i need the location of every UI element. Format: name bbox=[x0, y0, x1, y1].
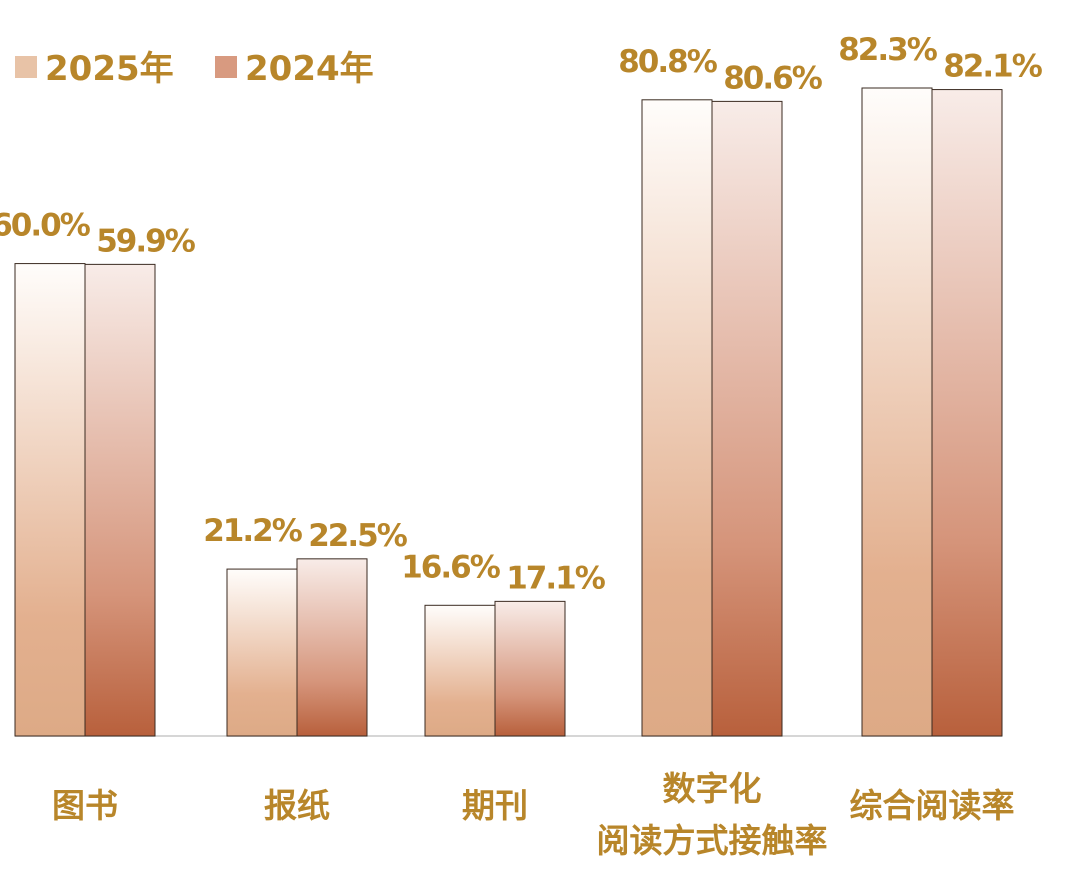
legend-swatch bbox=[15, 56, 37, 78]
legend-label: 2025年 bbox=[45, 49, 174, 89]
label-line: 阅读方式接触率 bbox=[597, 821, 828, 860]
value-label: 80.8% bbox=[618, 44, 717, 80]
bar bbox=[711, 100, 783, 737]
x-tick-label: 报纸 bbox=[264, 786, 330, 825]
value-label: 17.1% bbox=[506, 560, 605, 596]
value-label: 59.9% bbox=[96, 223, 195, 259]
value-label: 82.1% bbox=[943, 49, 1042, 85]
bar bbox=[641, 99, 713, 737]
bar bbox=[84, 263, 156, 737]
value-label: 60.0% bbox=[0, 208, 91, 244]
bar bbox=[494, 600, 566, 737]
x-tick-label: 期刊 bbox=[462, 786, 528, 825]
bar bbox=[226, 568, 298, 737]
bar bbox=[861, 87, 933, 737]
value-label: 16.6% bbox=[401, 549, 500, 585]
value-label: 80.6% bbox=[723, 60, 822, 96]
value-label: 22.5% bbox=[308, 518, 407, 554]
label-line: 数字化 bbox=[663, 769, 762, 808]
bar bbox=[14, 263, 86, 737]
value-label: 21.2% bbox=[203, 513, 302, 549]
x-tick-label: 综合阅读率 bbox=[850, 786, 1015, 825]
x-tick-label: 图书 bbox=[52, 786, 118, 825]
x-tick-label: 数字化阅读方式接触率 bbox=[597, 769, 828, 860]
bar bbox=[296, 558, 368, 737]
bar bbox=[931, 89, 1003, 737]
legend-label: 2024年 bbox=[245, 49, 374, 89]
bar bbox=[424, 604, 496, 737]
legend-swatch bbox=[215, 56, 237, 78]
value-label: 82.3% bbox=[838, 32, 937, 68]
